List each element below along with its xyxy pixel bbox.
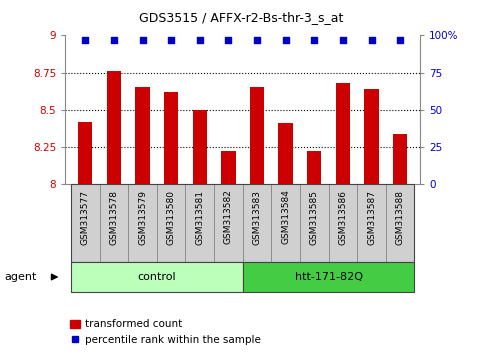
Text: GSM313587: GSM313587: [367, 189, 376, 245]
Text: GSM313577: GSM313577: [81, 189, 90, 245]
Bar: [164, 92, 178, 184]
Point: [282, 37, 289, 43]
Bar: [386, 184, 414, 262]
Point: [167, 37, 175, 43]
Bar: [307, 152, 322, 184]
Bar: [243, 184, 271, 262]
Bar: [250, 87, 264, 184]
Text: GSM313583: GSM313583: [253, 189, 261, 245]
Point: [196, 37, 204, 43]
Point: [253, 37, 261, 43]
Bar: [71, 184, 99, 262]
Bar: [336, 83, 350, 184]
Point: [339, 37, 347, 43]
Text: GSM313584: GSM313584: [281, 189, 290, 244]
Legend: transformed count, percentile rank within the sample: transformed count, percentile rank withi…: [66, 315, 266, 349]
Text: GSM313582: GSM313582: [224, 189, 233, 244]
Point: [81, 37, 89, 43]
Text: htt-171-82Q: htt-171-82Q: [295, 272, 363, 282]
Bar: [214, 184, 243, 262]
Text: control: control: [138, 272, 176, 282]
Bar: [71, 262, 243, 292]
Point: [311, 37, 318, 43]
Bar: [135, 87, 150, 184]
Text: GSM313585: GSM313585: [310, 189, 319, 245]
Bar: [393, 133, 407, 184]
Bar: [107, 71, 121, 184]
Bar: [271, 184, 300, 262]
Text: agent: agent: [5, 272, 37, 282]
Text: GSM313586: GSM313586: [339, 189, 347, 245]
Text: GSM313579: GSM313579: [138, 189, 147, 245]
Bar: [357, 184, 386, 262]
Bar: [193, 110, 207, 184]
Bar: [328, 184, 357, 262]
Bar: [99, 184, 128, 262]
Point: [397, 37, 404, 43]
Bar: [243, 262, 414, 292]
Bar: [221, 152, 236, 184]
Point: [110, 37, 118, 43]
Bar: [364, 89, 379, 184]
Bar: [279, 123, 293, 184]
Bar: [185, 184, 214, 262]
Text: GSM313588: GSM313588: [396, 189, 405, 245]
Point: [139, 37, 146, 43]
Bar: [78, 122, 92, 184]
Bar: [157, 184, 185, 262]
Point: [368, 37, 375, 43]
Point: [225, 37, 232, 43]
Text: GSM313580: GSM313580: [167, 189, 176, 245]
Bar: [128, 184, 157, 262]
Text: GSM313578: GSM313578: [109, 189, 118, 245]
Text: GSM313581: GSM313581: [195, 189, 204, 245]
Bar: [300, 184, 328, 262]
Text: GDS3515 / AFFX-r2-Bs-thr-3_s_at: GDS3515 / AFFX-r2-Bs-thr-3_s_at: [139, 11, 344, 24]
